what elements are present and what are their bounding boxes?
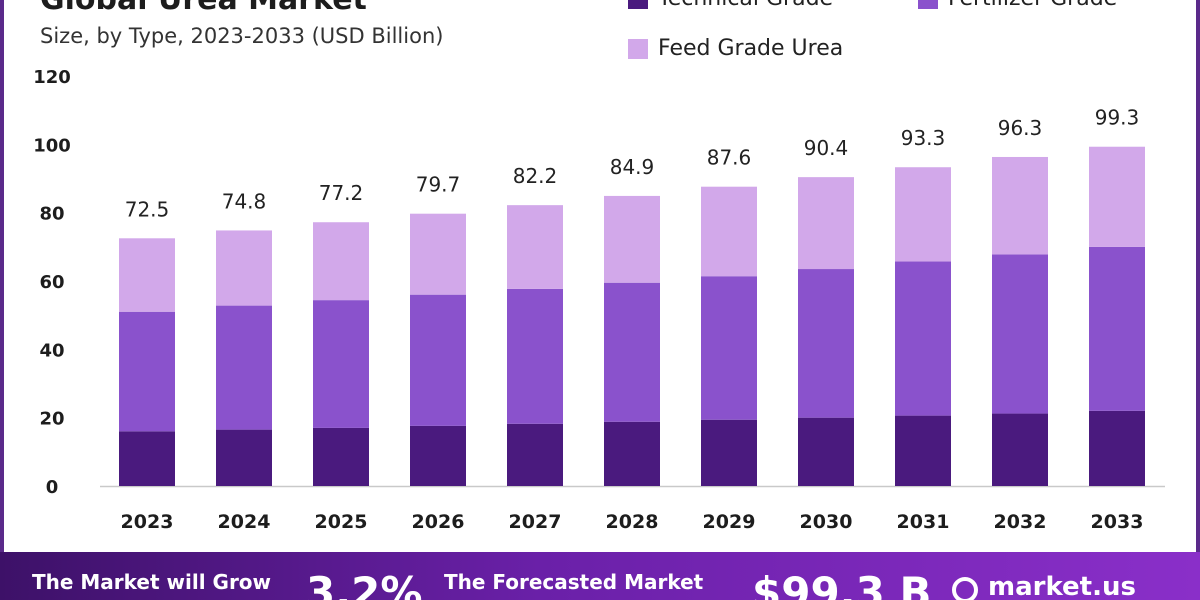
bar-segment-fertilizer-grade <box>992 254 1048 414</box>
bar-segment-technical-grade <box>604 421 660 486</box>
chart-title: Global Urea Market <box>40 0 367 17</box>
bar-segment-feed-grade-urea <box>216 230 272 306</box>
brand-logo-icon <box>952 577 978 600</box>
legend-label: Fertilizer Grade <box>948 0 1117 11</box>
bar-segment-fertilizer-grade <box>410 294 466 426</box>
bar-segment-feed-grade-urea <box>701 186 757 277</box>
bar-segment-fertilizer-grade <box>604 282 660 422</box>
bar-segment-feed-grade-urea <box>798 177 854 270</box>
bar-total-label: 99.3 <box>1095 106 1140 130</box>
bar-total-label: 77.2 <box>319 181 364 205</box>
y-tick-label: 100 <box>33 135 71 156</box>
bar-segment-fertilizer-grade <box>216 305 272 430</box>
legend-label: Feed Grade Urea <box>658 36 844 61</box>
bar-segment-fertilizer-grade <box>701 276 757 420</box>
bar-total-label: 87.6 <box>707 146 752 170</box>
right-border <box>1196 0 1200 552</box>
legend-swatch <box>628 0 648 9</box>
bar-segment-technical-grade <box>410 425 466 486</box>
bar-segment-feed-grade-urea <box>1089 146 1145 247</box>
brand-name[interactable]: market.us <box>988 572 1136 600</box>
bottom-banner: The Market will Grow 3.2% The Forecasted… <box>0 552 1200 600</box>
legend-item-technical-grade: Technical Grade <box>628 0 833 11</box>
chart-subtitle: Size, by Type, 2023-2033 (USD Billion) <box>40 24 444 48</box>
x-tick-label: 2027 <box>509 511 562 533</box>
y-tick-label: 20 <box>39 409 64 430</box>
left-border <box>0 0 4 552</box>
bar-segment-technical-grade <box>507 423 563 486</box>
bar-total-label: 93.3 <box>901 126 946 150</box>
bar-total-label: 82.2 <box>513 164 558 188</box>
y-tick-label: 120 <box>33 67 71 88</box>
stacked-bar-chart: 0 20 40 60 80 100 120 72.5 2023 74.8 2024 77.2 2025 7… <box>33 67 1165 533</box>
bar-segment-feed-grade-urea <box>507 205 563 289</box>
bar-segment-technical-grade <box>1089 410 1145 486</box>
bar-segment-feed-grade-urea <box>410 213 466 295</box>
banner-cagr-value: 3.2% <box>306 568 423 600</box>
y-tick-label: 80 <box>39 204 64 225</box>
bar-total-label: 84.9 <box>610 155 655 179</box>
bar-segment-feed-grade-urea <box>313 222 369 301</box>
x-tick-label: 2023 <box>121 511 174 533</box>
bar-segment-feed-grade-urea <box>992 156 1048 255</box>
bar-segment-fertilizer-grade <box>507 288 563 424</box>
x-tick-label: 2031 <box>897 511 950 533</box>
bar-segment-technical-grade <box>992 413 1048 486</box>
legend-label: Technical Grade <box>658 0 833 11</box>
bar-segment-feed-grade-urea <box>119 238 175 312</box>
banner-grow-text: The Market will Grow <box>32 570 272 594</box>
bar-total-label: 79.7 <box>416 173 461 197</box>
bar-total-label: 90.4 <box>804 136 849 160</box>
y-tick-label: 40 <box>39 340 64 361</box>
x-tick-label: 2026 <box>412 511 465 533</box>
y-tick-label: 0 <box>46 477 59 498</box>
y-tick-label: 60 <box>39 272 64 293</box>
bar-segment-technical-grade <box>216 429 272 486</box>
bar-segment-feed-grade-urea <box>604 195 660 283</box>
bar-segment-fertilizer-grade <box>313 300 369 428</box>
x-tick-label: 2028 <box>606 511 659 533</box>
bar-segment-technical-grade <box>313 427 369 486</box>
bar-segment-technical-grade <box>798 417 854 486</box>
legend-item-fertilizer-grade: Fertilizer Grade <box>918 0 1117 11</box>
bar-segment-fertilizer-grade <box>1089 246 1145 411</box>
banner-forecast-value: $99.3 B <box>752 568 932 600</box>
bar-segment-technical-grade <box>119 431 175 486</box>
x-tick-label: 2033 <box>1091 511 1144 533</box>
bar-total-label: 96.3 <box>998 116 1043 140</box>
legend-swatch <box>918 0 938 9</box>
bar-segment-fertilizer-grade <box>119 311 175 432</box>
bar-segment-technical-grade <box>701 419 757 486</box>
bar-segment-technical-grade <box>895 415 951 486</box>
bar-total-label: 74.8 <box>222 189 267 213</box>
bar-segment-fertilizer-grade <box>798 269 854 418</box>
bar-segment-fertilizer-grade <box>895 261 951 416</box>
x-tick-label: 2025 <box>315 511 368 533</box>
banner-forecast-text: The Forecasted Market <box>444 570 704 594</box>
bar-segment-feed-grade-urea <box>895 167 951 262</box>
bar-total-label: 72.5 <box>125 197 170 221</box>
x-tick-label: 2024 <box>218 511 271 533</box>
x-tick-label: 2032 <box>994 511 1047 533</box>
legend-item-feed-grade-urea: Feed Grade Urea <box>628 36 843 61</box>
legend-swatch <box>628 38 648 59</box>
x-tick-label: 2029 <box>703 511 756 533</box>
x-tick-label: 2030 <box>800 511 853 533</box>
